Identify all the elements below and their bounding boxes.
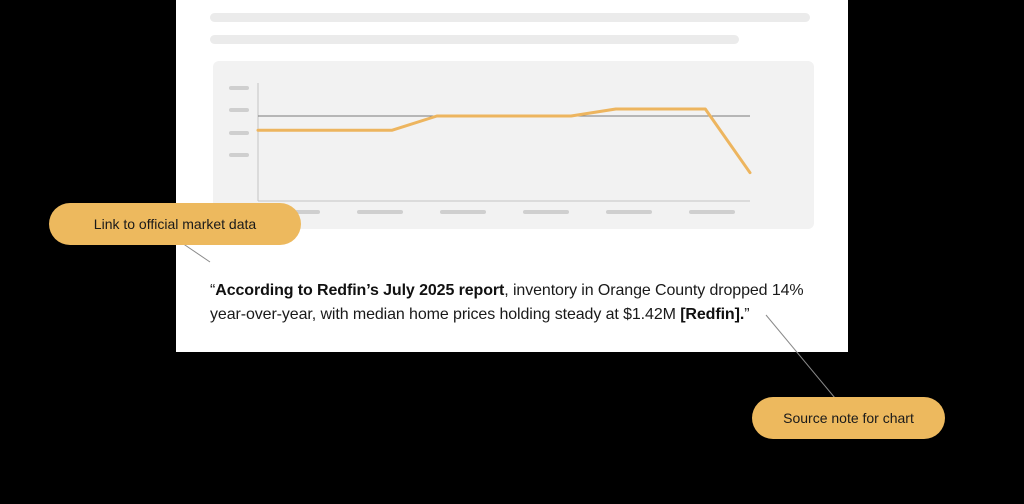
y-tick-placeholder-3 xyxy=(229,131,249,135)
x-tick-placeholder-5 xyxy=(606,210,652,214)
x-tick-placeholder-2 xyxy=(357,210,403,214)
y-tick-placeholder-4 xyxy=(229,153,249,157)
article-quote: “According to Redfin’s July 2025 report,… xyxy=(210,279,830,327)
link-callout-label: Link to official market data xyxy=(93,216,257,232)
chart-panel xyxy=(213,61,814,229)
series-line-1 xyxy=(256,107,752,175)
x-tick-placeholder-3 xyxy=(440,210,486,214)
quote-body: , inventory in Orange County dropped 14%… xyxy=(210,282,804,323)
placeholder-text-line-1 xyxy=(210,13,810,22)
x-tick-placeholder-4 xyxy=(523,210,569,214)
x-tick-placeholder-6 xyxy=(689,210,735,214)
y-tick-placeholder-2 xyxy=(229,108,249,112)
source-callout: Source note for chart xyxy=(752,397,945,439)
quote-close-mark: ” xyxy=(744,306,750,323)
source-callout-label: Source note for chart xyxy=(783,410,914,426)
quote-source-tag[interactable]: [Redfin]. xyxy=(680,306,745,323)
placeholder-text-line-2 xyxy=(210,35,739,44)
quote-open-mark: “ xyxy=(210,282,216,299)
quote-source-link[interactable]: According to Redfin’s July 2025 report xyxy=(215,282,505,299)
line-chart xyxy=(229,83,752,214)
link-callout: Link to official market data xyxy=(49,203,301,245)
y-tick-placeholder-1 xyxy=(229,86,249,90)
